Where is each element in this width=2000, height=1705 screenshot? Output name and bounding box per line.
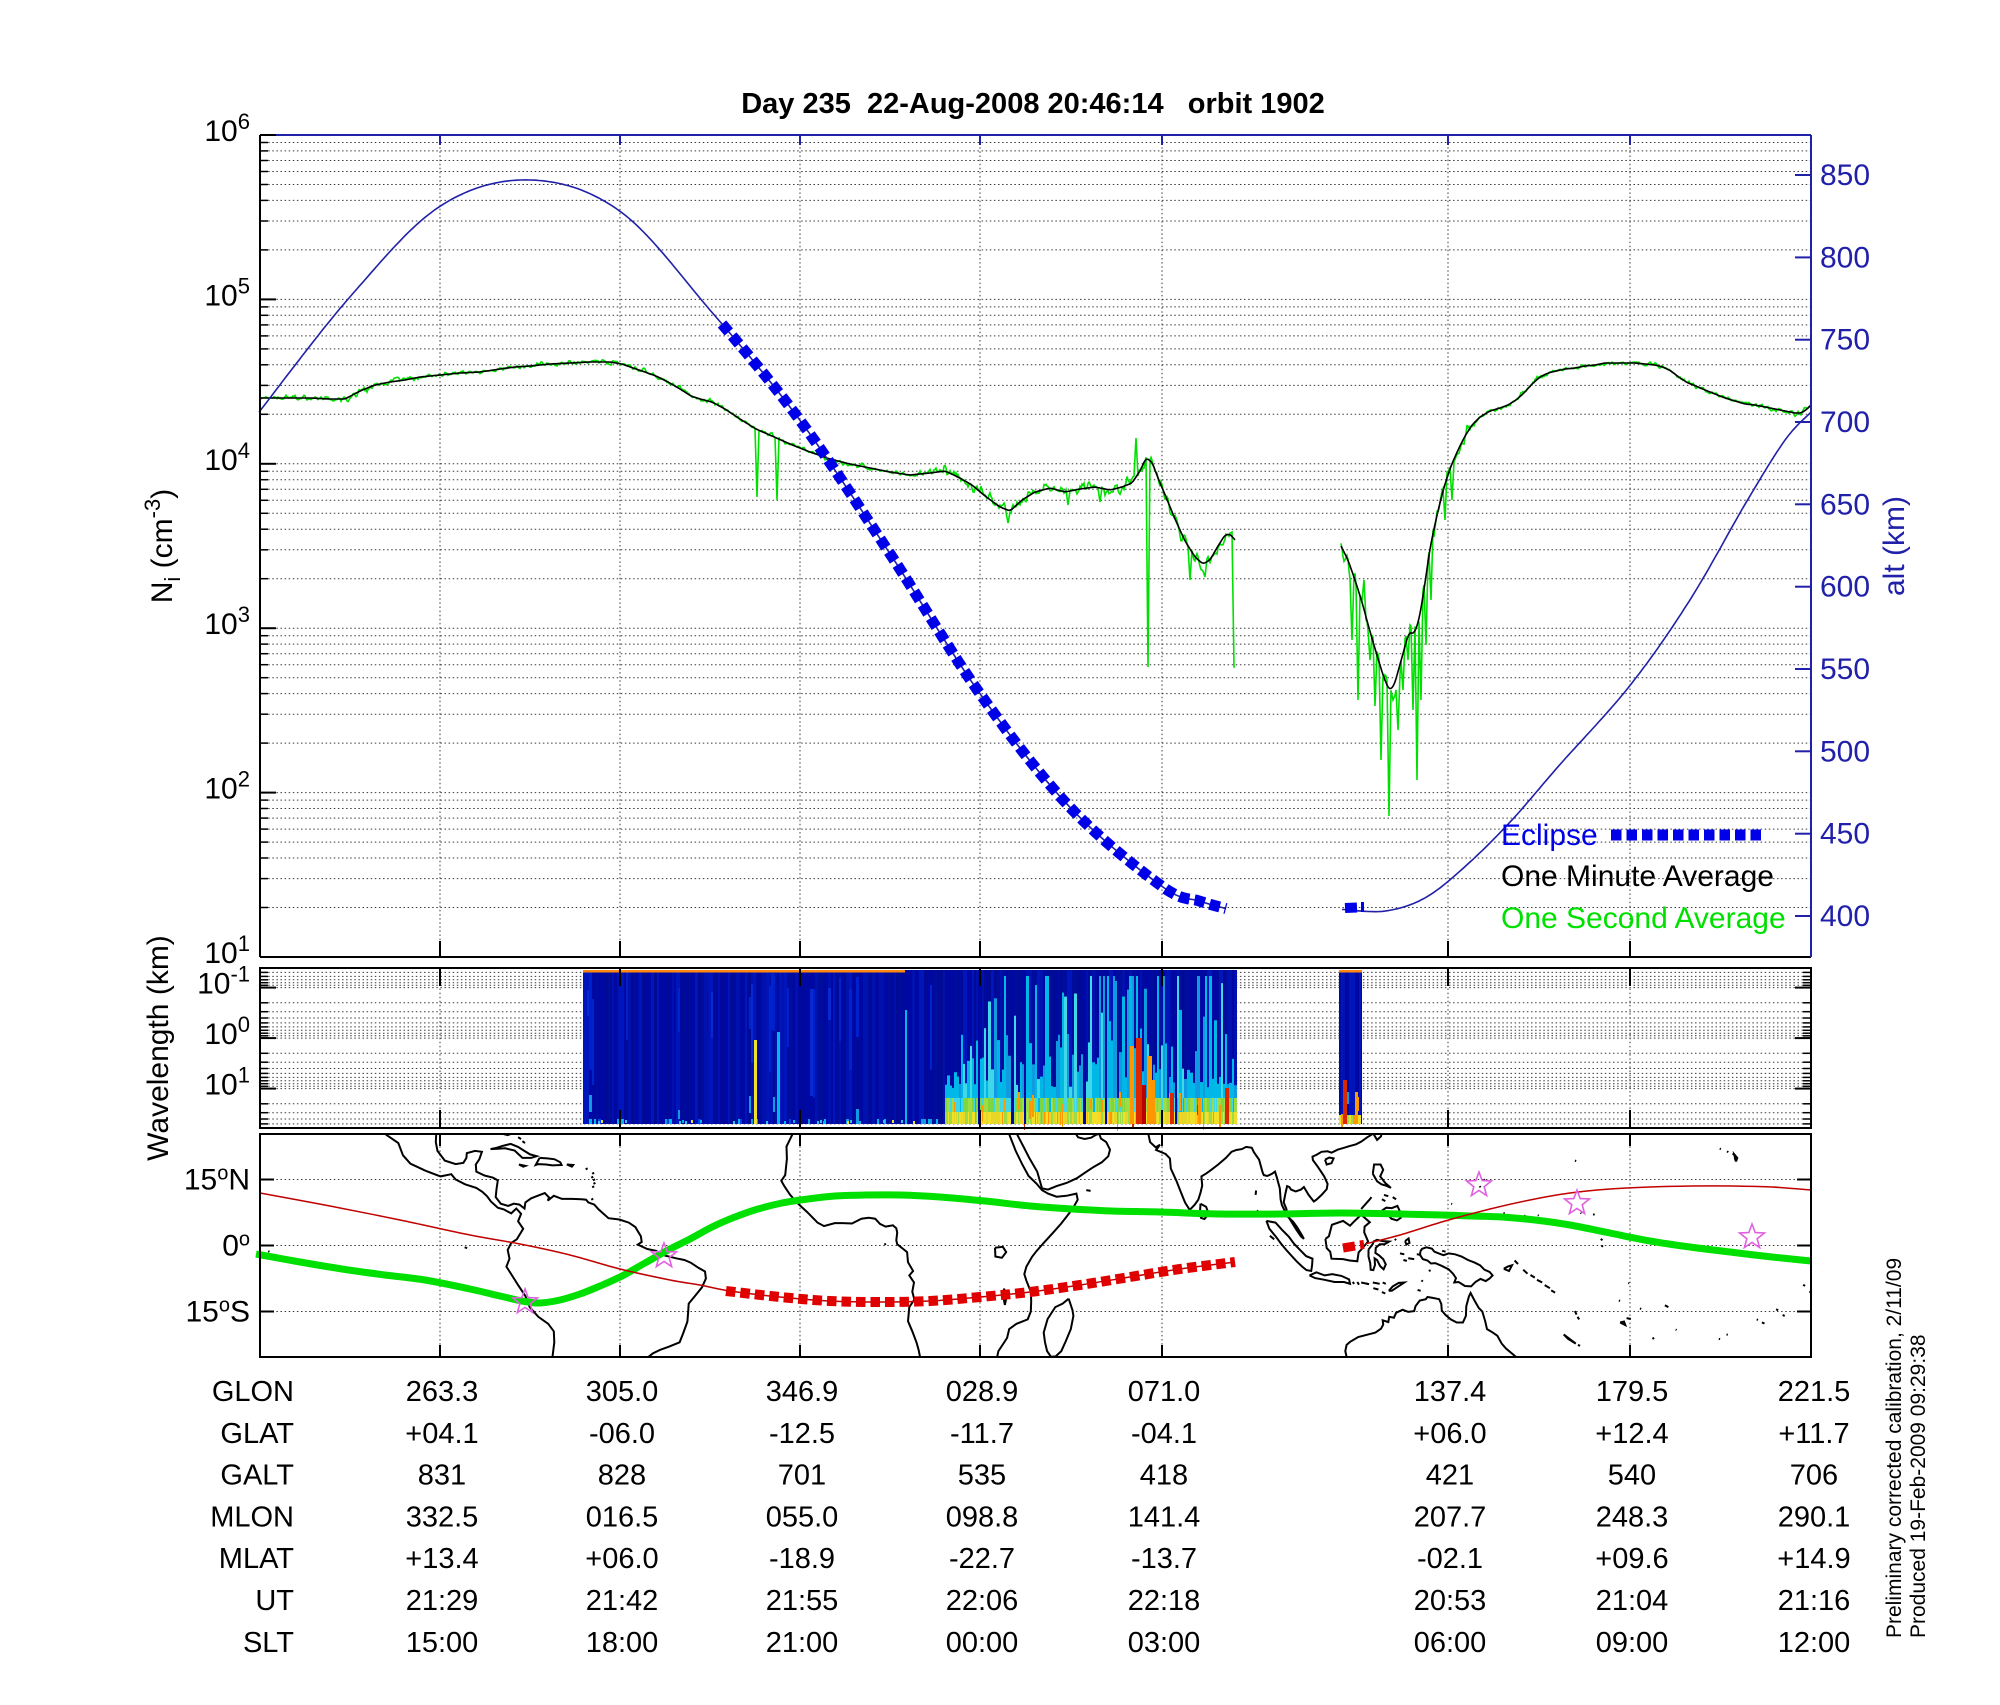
svg-text:22:06: 22:06	[946, 1585, 1019, 1617]
svg-text:831: 831	[418, 1460, 466, 1492]
svg-text:650: 650	[1820, 488, 1870, 521]
svg-text:141.4: 141.4	[1128, 1501, 1201, 1533]
svg-text:22:18: 22:18	[1128, 1585, 1201, 1617]
svg-text:00:00: 00:00	[946, 1627, 1019, 1659]
svg-text:221.5: 221.5	[1778, 1376, 1851, 1408]
svg-text:+13.4: +13.4	[405, 1543, 478, 1575]
svg-text:028.9: 028.9	[946, 1376, 1019, 1408]
svg-text:15oN: 15oN	[184, 1163, 250, 1197]
svg-text:016.5: 016.5	[586, 1501, 659, 1533]
svg-text:alt (km): alt (km)	[1878, 496, 1911, 596]
svg-text:263.3: 263.3	[406, 1376, 479, 1408]
svg-text:15oS: 15oS	[185, 1295, 250, 1329]
svg-text:+09.6: +09.6	[1595, 1543, 1668, 1575]
svg-text:105: 105	[204, 273, 250, 312]
svg-text:101: 101	[204, 931, 250, 970]
svg-text:21:16: 21:16	[1778, 1585, 1851, 1617]
svg-text:+12.4: +12.4	[1595, 1418, 1668, 1450]
svg-text:550: 550	[1820, 653, 1870, 686]
svg-text:MLAT: MLAT	[219, 1543, 294, 1575]
svg-text:-13.7: -13.7	[1131, 1543, 1197, 1575]
svg-text:828: 828	[598, 1460, 646, 1492]
svg-text:SLT: SLT	[243, 1627, 294, 1659]
svg-text:UT: UT	[255, 1585, 294, 1617]
svg-text:332.5: 332.5	[406, 1501, 479, 1533]
svg-text:GLAT: GLAT	[220, 1418, 294, 1450]
svg-text:15:00: 15:00	[406, 1627, 479, 1659]
svg-text:Preliminary corrected calibrat: Preliminary corrected calibration, 2/11/…	[1883, 1258, 1906, 1638]
svg-text:GLON: GLON	[212, 1376, 294, 1408]
svg-text:071.0: 071.0	[1128, 1376, 1201, 1408]
svg-text:-18.9: -18.9	[769, 1543, 835, 1575]
svg-text:21:29: 21:29	[406, 1585, 479, 1617]
svg-text:346.9: 346.9	[766, 1376, 839, 1408]
svg-text:12:00: 12:00	[1778, 1627, 1851, 1659]
svg-text:21:42: 21:42	[586, 1585, 659, 1617]
svg-text:706: 706	[1790, 1460, 1838, 1492]
svg-text:21:00: 21:00	[766, 1627, 839, 1659]
svg-text:21:04: 21:04	[1596, 1585, 1669, 1617]
svg-text:750: 750	[1820, 324, 1870, 357]
svg-text:GALT: GALT	[220, 1460, 294, 1492]
svg-text:+06.0: +06.0	[1413, 1418, 1486, 1450]
svg-text:418: 418	[1140, 1460, 1188, 1492]
svg-text:21:55: 21:55	[766, 1585, 839, 1617]
svg-text:+14.9: +14.9	[1777, 1543, 1850, 1575]
svg-text:207.7: 207.7	[1414, 1501, 1487, 1533]
svg-text:06:00: 06:00	[1414, 1627, 1487, 1659]
svg-text:055.0: 055.0	[766, 1501, 839, 1533]
svg-text:-22.7: -22.7	[949, 1543, 1015, 1575]
svg-text:800: 800	[1820, 241, 1870, 274]
svg-text:540: 540	[1608, 1460, 1656, 1492]
svg-text:One Second Average: One Second Average	[1501, 902, 1786, 935]
svg-text:+06.0: +06.0	[585, 1543, 658, 1575]
svg-text:098.8: 098.8	[946, 1501, 1019, 1533]
svg-text:701: 701	[778, 1460, 826, 1492]
svg-text:137.4: 137.4	[1414, 1376, 1487, 1408]
svg-text:101: 101	[204, 1063, 250, 1102]
svg-text:+04.1: +04.1	[405, 1418, 478, 1450]
svg-text:305.0: 305.0	[586, 1376, 659, 1408]
svg-text:421: 421	[1426, 1460, 1474, 1492]
svg-text:400: 400	[1820, 900, 1870, 933]
svg-text:Produced 19-Feb-2009 09:29:38: Produced 19-Feb-2009 09:29:38	[1907, 1334, 1930, 1638]
svg-text:MLON: MLON	[210, 1501, 294, 1533]
svg-text:600: 600	[1820, 571, 1870, 604]
svg-text:Eclipse: Eclipse	[1501, 819, 1598, 852]
svg-text:03:00: 03:00	[1128, 1627, 1201, 1659]
svg-text:20:53: 20:53	[1414, 1585, 1487, 1617]
svg-text:-11.7: -11.7	[950, 1418, 1014, 1450]
svg-text:-06.0: -06.0	[589, 1418, 655, 1450]
svg-text:450: 450	[1820, 818, 1870, 851]
svg-text:700: 700	[1820, 406, 1870, 439]
svg-text:248.3: 248.3	[1596, 1501, 1669, 1533]
svg-text:850: 850	[1820, 159, 1870, 192]
svg-text:-04.1: -04.1	[1131, 1418, 1197, 1450]
svg-text:-12.5: -12.5	[769, 1418, 835, 1450]
svg-text:Day 235 22-Aug-2008 20:46:14: Day 235 22-Aug-2008 20:46:14 orbit 1902	[741, 88, 1325, 120]
svg-text:535: 535	[958, 1460, 1006, 1492]
svg-text:One Minute Average: One Minute Average	[1501, 860, 1774, 893]
svg-text:500: 500	[1820, 735, 1870, 768]
svg-text:179.5: 179.5	[1596, 1376, 1669, 1408]
svg-text:+11.7: +11.7	[1778, 1418, 1849, 1450]
svg-text:18:00: 18:00	[586, 1627, 659, 1659]
svg-text:-02.1: -02.1	[1417, 1543, 1483, 1575]
svg-text:09:00: 09:00	[1596, 1627, 1669, 1659]
svg-text:Wavelength (km): Wavelength (km)	[142, 935, 175, 1161]
svg-text:290.1: 290.1	[1778, 1501, 1851, 1533]
